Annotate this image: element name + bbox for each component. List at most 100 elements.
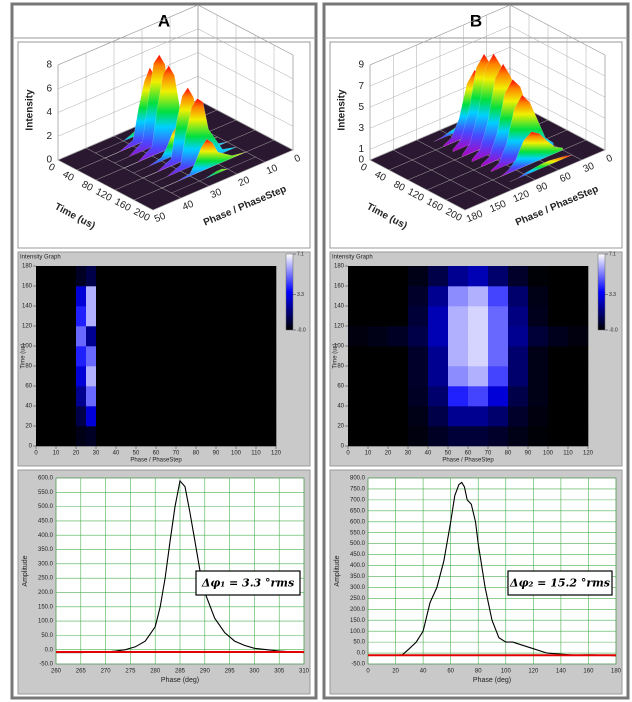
x-tick-label: 70	[485, 451, 492, 457]
heat-cell	[266, 326, 277, 347]
heat-cell	[428, 386, 449, 407]
heat-cell	[166, 286, 177, 307]
heat-cell	[116, 426, 127, 447]
heat-cell	[156, 266, 167, 287]
heat-cell	[348, 426, 369, 447]
heat-cell	[568, 326, 589, 347]
heat-cell	[368, 386, 389, 407]
heat-cell	[116, 326, 127, 347]
heat-cell	[408, 306, 429, 327]
heat-cell	[246, 286, 257, 307]
heat-cell	[388, 406, 409, 427]
heat-cell	[76, 306, 87, 327]
heat-cell	[76, 326, 87, 347]
heat-cell	[96, 306, 107, 327]
heat-cell	[66, 306, 77, 327]
heat-cell	[428, 346, 449, 367]
heat-cell	[428, 286, 449, 307]
heat-cell	[96, 326, 107, 347]
heat-cell	[136, 426, 147, 447]
heat-cell	[368, 366, 389, 387]
heat-cell	[106, 286, 117, 307]
heat-cell	[126, 326, 137, 347]
heat-cell	[508, 286, 529, 307]
x-tick-label: 300	[249, 669, 260, 675]
x-tick-label: 40	[113, 451, 120, 457]
heat-cell	[528, 306, 549, 327]
heat-cell	[468, 346, 489, 367]
heat-cell	[196, 406, 207, 427]
y-tick-label: 160	[22, 284, 33, 290]
heat-cell	[146, 266, 157, 287]
heat-cell	[348, 266, 369, 287]
z-axis-title: Intensity	[337, 89, 348, 131]
heat-cell	[206, 326, 217, 347]
y-tick-label: 400.0	[350, 563, 366, 569]
heat-cell	[66, 326, 77, 347]
heat-cell	[46, 346, 57, 367]
heat-cell	[176, 266, 187, 287]
y-tick-label: 180	[334, 264, 345, 270]
annotation: Δφ₂ = 15.2 °rms	[509, 577, 610, 590]
heat-cell	[448, 386, 469, 407]
heat-cell	[448, 266, 469, 287]
heat-cell	[226, 406, 237, 427]
heat-cell	[86, 366, 97, 387]
heat-cell	[36, 326, 47, 347]
heat-cell	[176, 306, 187, 327]
y-tick-label: 450.0	[350, 552, 366, 558]
y-tick-label: 500.0	[38, 504, 54, 510]
colorbar	[597, 253, 606, 331]
heat-cell	[468, 306, 489, 327]
heat-cell	[186, 326, 197, 347]
heat-cell	[256, 406, 267, 427]
phase-tick-label: 50	[153, 211, 168, 226]
heat-cell	[56, 426, 67, 447]
y-tick-label: 50.0	[41, 633, 53, 639]
heat-cell	[106, 346, 117, 367]
heat-cell	[236, 426, 247, 447]
heat-cell	[106, 306, 117, 327]
heat-cell	[116, 406, 127, 427]
time-tick-label: 0	[358, 162, 368, 175]
heat-cell	[226, 266, 237, 287]
heat-cell	[468, 386, 489, 407]
heat-cell	[468, 426, 489, 447]
phase-tick-label: 10	[265, 163, 280, 178]
heat-cell	[126, 346, 137, 367]
heat-cell	[56, 286, 67, 307]
heat-cell	[176, 366, 187, 387]
heat-cell	[186, 286, 197, 307]
heat-cell	[216, 326, 227, 347]
grid-line	[369, 65, 466, 211]
heat-cell	[146, 366, 157, 387]
x-tick-label: 280	[150, 669, 161, 675]
heat-cell	[428, 326, 449, 347]
heat-cell	[448, 326, 469, 347]
heat-cell	[548, 286, 569, 307]
heat-cell	[468, 326, 489, 347]
heat-cell	[146, 306, 157, 327]
heat-cell	[146, 326, 157, 347]
heat-cell	[156, 286, 167, 307]
x-tick-label: 100	[501, 669, 512, 675]
y-tick-label: 140	[22, 304, 33, 310]
y-tick-label: 600.0	[350, 519, 366, 525]
y-tick-label: 100.0	[38, 619, 54, 625]
heat-cell	[468, 266, 489, 287]
heat-cell	[136, 386, 147, 407]
heat-cell	[46, 386, 57, 407]
heat-cell	[368, 426, 389, 447]
heat-cell	[236, 366, 247, 387]
annotation-box	[195, 570, 301, 596]
heat-cell	[66, 346, 77, 367]
y-tick-label: 700.0	[350, 497, 366, 503]
heat-cell	[196, 286, 207, 307]
heat-cell	[266, 306, 277, 327]
heat-cell	[56, 346, 67, 367]
heat-cell	[388, 266, 409, 287]
heat-cell	[246, 366, 257, 387]
heat-cell	[56, 326, 67, 347]
heat-cell	[216, 406, 227, 427]
